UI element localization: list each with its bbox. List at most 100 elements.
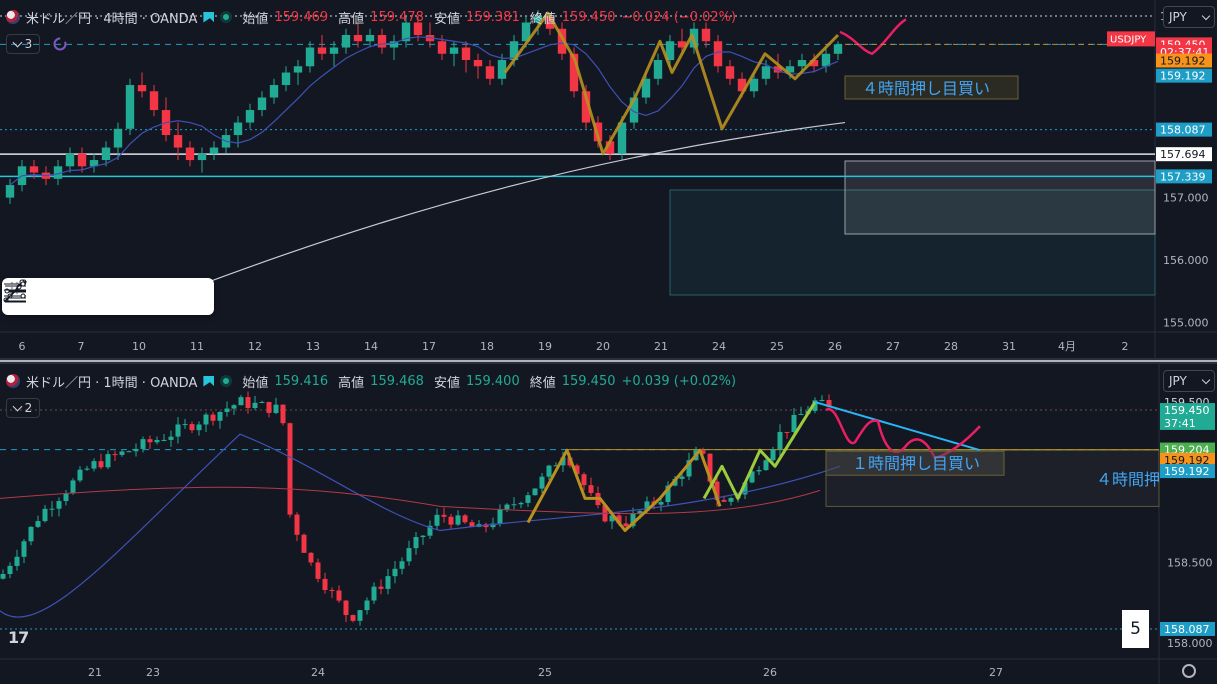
price-tag-bg — [1160, 415, 1215, 430]
candle-body — [203, 414, 209, 425]
chart-4h-header: 米ドル／円 · 4時間 · OANDA 始値 159.469 高値 159.478 … — [6, 6, 736, 28]
settings-icon[interactable] — [1182, 664, 1196, 678]
candle-body — [385, 576, 391, 589]
candle-body — [525, 495, 531, 503]
candle-body — [269, 85, 279, 98]
candle-body — [665, 485, 671, 503]
chart-panel-4h[interactable]: ４時間押し目買い157.000156.000155.000159.904USDJ… — [0, 0, 1217, 358]
candle-body — [378, 586, 384, 589]
candle-body — [392, 568, 398, 577]
chart-1h-header: 米ドル／円 · 1時間 · OANDA 始値 159.416 高値 159.468 … — [6, 370, 736, 392]
candle-body — [329, 47, 339, 54]
candle-body — [65, 153, 75, 167]
tradingview-logo[interactable]: 17 — [8, 628, 29, 647]
candle-body — [553, 465, 559, 467]
candle-body — [449, 47, 459, 54]
currency-label: JPY — [1169, 10, 1187, 24]
candle-body — [588, 485, 594, 493]
candle-body — [629, 97, 639, 123]
x-tick-label: 6 — [19, 340, 26, 353]
candle-body — [763, 460, 769, 471]
candle-body — [714, 481, 720, 500]
candle-body — [173, 135, 183, 148]
symbol-title[interactable]: 米ドル／円 · 4時間 · OANDA — [26, 11, 198, 27]
y-tick-label: 157.000 — [1163, 192, 1209, 205]
market-open-icon — [220, 375, 233, 387]
chart-1h-canvas[interactable]: １時間押し目買い４時間押158.500158.000159.500159.450… — [0, 364, 1217, 684]
candle-body — [217, 411, 223, 421]
annotation-box — [844, 75, 1019, 100]
candle-body — [406, 548, 412, 562]
annotation-text: １時間押し目買い — [852, 454, 980, 473]
high-label: 高値 — [338, 11, 365, 27]
moving-average-long — [0, 486, 821, 515]
candle-body — [819, 400, 825, 402]
x-tick-label: 26 — [828, 340, 842, 353]
zigzag-wave — [526, 448, 722, 533]
candle-body — [728, 498, 734, 502]
x-tick-label: 11 — [190, 340, 204, 353]
y-tick-label: 156.000 — [1163, 254, 1209, 267]
counter-box: 5 — [1122, 610, 1149, 648]
candle-body — [77, 469, 83, 481]
refresh-icon[interactable] — [52, 36, 68, 52]
candle-body — [785, 66, 795, 73]
candle-body — [252, 402, 258, 408]
price-tag-label: 159.192 — [1160, 55, 1206, 68]
candle-body — [7, 565, 13, 575]
candle-body — [14, 556, 20, 566]
candle-body — [617, 122, 627, 154]
candle-body — [756, 470, 762, 472]
x-tick-label: 27 — [886, 340, 900, 353]
bookmark-icon[interactable] — [203, 11, 215, 23]
candle-body — [305, 47, 315, 67]
candle-body — [77, 153, 87, 167]
fib-tool[interactable] — [5, 279, 116, 312]
x-tick-label: 18 — [480, 340, 494, 353]
moving-average-long — [199, 121, 846, 286]
candle-body — [532, 488, 538, 496]
chart-panel-1h[interactable]: １時間押し目買い ４時間押 158.500 158.000 159.500 159.450… — [0, 364, 1217, 684]
candle-body — [21, 541, 27, 557]
candle-body — [462, 515, 468, 523]
candle-body — [518, 502, 524, 505]
candle-body — [420, 535, 426, 538]
x-tick-label: 24 — [311, 666, 325, 679]
candle-body — [399, 561, 405, 569]
symbol-title[interactable]: 米ドル／円 · 1時間 · OANDA — [26, 375, 198, 391]
candle-body — [644, 501, 650, 512]
candle-body — [53, 166, 63, 179]
currency-select[interactable]: JPY — [1163, 370, 1215, 392]
moving-average-short — [0, 433, 841, 618]
candle-body — [797, 60, 807, 67]
currency-select[interactable]: JPY — [1163, 6, 1215, 28]
candle-body — [833, 44, 843, 54]
layout-toggle[interactable]: 3 — [6, 34, 40, 54]
horizontal-ray-tool[interactable] — [4, 282, 154, 312]
layout-toggle[interactable]: 2 — [6, 398, 40, 418]
parallel-channel-tool[interactable] — [4, 281, 192, 312]
bookmark-icon[interactable] — [203, 375, 215, 387]
close-label: 終値 — [529, 375, 556, 391]
candle-body — [609, 515, 615, 522]
candle-body — [473, 60, 483, 67]
candle-body — [49, 508, 55, 510]
downtrend-line — [814, 401, 981, 452]
pane-divider[interactable] — [0, 358, 1217, 364]
candle-body — [273, 404, 279, 413]
open-label: 始値 — [242, 375, 269, 391]
candle-body — [353, 35, 363, 42]
y-tick-label: 158.500 — [1167, 557, 1213, 570]
x-tick-label: 14 — [364, 340, 378, 353]
candle-body — [161, 439, 167, 441]
candle-body — [113, 128, 123, 148]
ray-tool[interactable] — [4, 280, 78, 312]
candle-body — [401, 22, 411, 42]
drawing-toolbar — [2, 278, 214, 315]
candle-body — [35, 521, 41, 527]
close-value: 159.450 — [561, 9, 616, 25]
candle-body — [168, 436, 174, 440]
candle-body — [308, 552, 314, 563]
price-tag-bg — [1156, 169, 1212, 184]
candle-body — [28, 526, 34, 542]
